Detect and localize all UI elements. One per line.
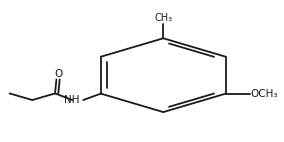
Text: O: O [54, 69, 62, 79]
Text: NH: NH [64, 95, 79, 105]
Text: CH₃: CH₃ [154, 12, 172, 23]
Text: OCH₃: OCH₃ [251, 89, 278, 99]
